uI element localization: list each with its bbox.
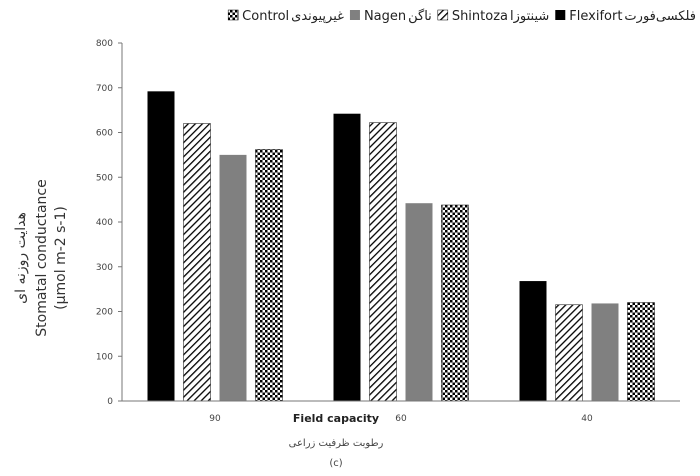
x-tick-label: 40 xyxy=(581,414,593,424)
legend-label-fa-nagen: ناگن xyxy=(408,8,432,24)
y-tick-label: 800 xyxy=(96,39,113,49)
x-axis-title: Field capacity xyxy=(293,412,379,425)
legend-swatch-flexifort xyxy=(555,10,566,20)
y-axis-title-persian: هدایت روزنه ای xyxy=(13,212,29,304)
y-tick-label: 200 xyxy=(96,308,113,318)
y-axis-title: Stomatal conductance xyxy=(34,179,50,336)
legend-swatch-control xyxy=(227,9,239,21)
x-axis-title-persian: رطوبت ظرفیت زراعی xyxy=(289,438,384,449)
x-axis: 90 60 40 xyxy=(122,400,680,424)
y-axis: 0 100 200 300 400 500 600 700 800 xyxy=(96,39,123,407)
legend-label-flexifort: Flexifort xyxy=(569,9,622,24)
bar-control-40 xyxy=(627,302,655,402)
legend-label-fa-control: غیرپیوندی xyxy=(291,9,344,24)
legend-label-fa-flexifort: فلکسی‌فورت xyxy=(624,9,696,24)
y-tick-label: 400 xyxy=(96,218,113,228)
legend-swatch-nagen xyxy=(349,10,360,20)
legend-label-shintoza: Shintoza xyxy=(452,9,508,24)
legend-label-control: Control xyxy=(242,9,289,24)
bar-nagen-60 xyxy=(405,203,433,401)
legend-swatch-shintoza xyxy=(437,9,449,21)
legend-label-nagen: Nagen xyxy=(364,9,406,24)
bar-shintoza-60 xyxy=(369,122,397,402)
y-tick-label: 300 xyxy=(96,263,113,273)
bar-shintoza-40 xyxy=(555,304,583,402)
bar-control-90 xyxy=(255,149,283,402)
y-tick-label: 700 xyxy=(96,84,113,94)
bar-nagen-90 xyxy=(219,154,247,401)
bar-flexifort-40 xyxy=(519,281,547,401)
legend-label-fa-shintoza: شینتوزا xyxy=(510,9,549,24)
y-tick-label: 100 xyxy=(96,352,113,362)
panel-label: (c) xyxy=(329,458,342,469)
bar-flexifort-60 xyxy=(333,113,361,401)
bar-shintoza-90 xyxy=(183,123,211,402)
y-tick-label: 600 xyxy=(96,129,113,139)
bar-flexifort-90 xyxy=(147,91,175,401)
bar-nagen-40 xyxy=(591,303,619,401)
bars xyxy=(147,91,655,402)
bar-control-60 xyxy=(441,204,469,402)
x-tick-label: 60 xyxy=(395,414,407,424)
y-axis-unit: (μmol m-2 s-1) xyxy=(53,206,69,310)
y-tick-label: 500 xyxy=(96,173,113,183)
x-tick-label: 90 xyxy=(209,414,221,424)
y-tick-label: 0 xyxy=(107,397,113,407)
